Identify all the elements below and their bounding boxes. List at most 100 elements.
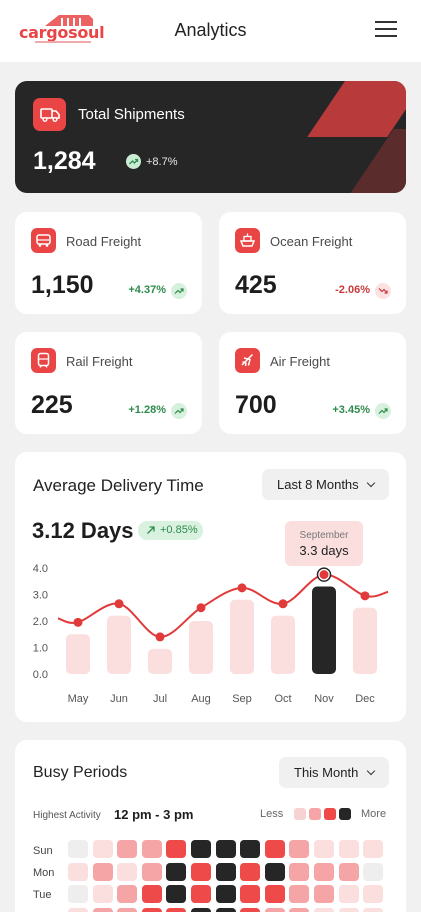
freight-change: -2.06% (335, 284, 370, 296)
heatmap-cell[interactable] (117, 840, 138, 858)
heatmap-cell[interactable] (191, 862, 211, 881)
cargosoul-logo[interactable]: cargosoul (19, 13, 105, 43)
trend-up-icon (171, 403, 187, 419)
ship-icon (235, 228, 260, 253)
heatmap-cell[interactable] (68, 907, 88, 912)
busy-periods-card: Busy Periods This Month Highest Activity… (15, 740, 406, 912)
heatmap-cell[interactable] (92, 907, 113, 912)
heatmap-cell[interactable] (289, 862, 310, 881)
heatmap-cell[interactable] (191, 907, 211, 912)
heatmap-cell[interactable] (314, 840, 334, 858)
plane-icon (235, 348, 260, 373)
heatmap-cell[interactable] (215, 907, 236, 912)
heatmap-cell[interactable] (240, 862, 261, 881)
heatmap-cell[interactable] (92, 840, 113, 858)
rail-freight-card[interactable]: Rail Freight 225 +1.28% (15, 332, 202, 434)
heatmap-cell[interactable] (166, 907, 187, 912)
tooltip-month: September (300, 530, 350, 541)
day-label: Tue (33, 889, 52, 901)
heatmap-cell[interactable] (141, 840, 162, 858)
air-freight-card[interactable]: Air Freight 700 +3.45% (219, 332, 406, 434)
trend-up-icon (171, 283, 187, 299)
road-freight-card[interactable]: Road Freight 1,150 +4.37% (15, 212, 202, 314)
heatmap-cell[interactable] (363, 862, 384, 881)
hamburger-menu-icon[interactable] (375, 21, 397, 39)
chevron-down-icon (366, 766, 376, 776)
heatmap-cell[interactable] (141, 907, 162, 912)
heatmap-cell[interactable] (92, 862, 113, 881)
x-tick-label: Nov (314, 693, 334, 705)
highest-activity-value: 12 pm - 3 pm (114, 807, 194, 822)
period-dropdown-label: This Month (294, 765, 359, 780)
heatmap-cell[interactable] (264, 885, 285, 903)
heatmap-cell[interactable] (363, 840, 384, 858)
average-delivery-card: Average Delivery Time Last 8 Months 3.12… (15, 452, 406, 722)
heatmap-cell[interactable] (240, 907, 261, 912)
heatmap-cell[interactable] (363, 907, 384, 912)
total-shipments-card[interactable]: Total Shipments 1,284 +8.7% (15, 81, 406, 193)
heatmap-cell[interactable] (240, 885, 261, 903)
heatmap-cell[interactable] (363, 885, 384, 903)
ocean-freight-card[interactable]: Ocean Freight 425 -2.06% (219, 212, 406, 314)
decor-stripe (307, 81, 406, 137)
heatmap-cell[interactable] (264, 907, 285, 912)
heatmap-cell[interactable] (141, 885, 162, 903)
heatmap-cell[interactable] (215, 885, 236, 903)
legend-less-label: Less (260, 808, 284, 820)
heatmap-cell[interactable] (289, 840, 310, 858)
line-point (278, 599, 288, 609)
heatmap-cell[interactable] (264, 840, 285, 858)
heatmap-cell[interactable] (141, 862, 162, 881)
total-shipments-value: 1,284 (33, 147, 96, 175)
heatmap-cell[interactable] (338, 840, 359, 858)
y-tick-label: 1.0 (33, 643, 48, 655)
x-tick-label: Aug (191, 693, 211, 705)
logo-text: cargosoul (19, 23, 105, 42)
total-shipments-change: +8.7% (146, 156, 178, 168)
heatmap-cell[interactable] (338, 862, 359, 881)
bar (66, 634, 90, 674)
tooltip-box (285, 521, 363, 566)
heatmap-cell[interactable] (117, 862, 138, 881)
range-dropdown[interactable]: Last 8 Months (262, 469, 389, 500)
top-bar: cargosoul Analytics (0, 0, 421, 62)
heatmap-cell[interactable] (240, 840, 261, 858)
heatmap-cell[interactable] (166, 840, 187, 858)
heatmap-cell[interactable] (117, 885, 138, 903)
heatmap-cell[interactable] (68, 885, 88, 903)
heatmap-cell[interactable] (191, 885, 211, 903)
heatmap-cell[interactable] (92, 885, 113, 903)
heatmap-cell[interactable] (68, 840, 88, 858)
heatmap-cell[interactable] (117, 907, 138, 912)
heatmap-cell[interactable] (314, 907, 334, 912)
freight-value: 425 (235, 271, 277, 299)
heatmap-cell[interactable] (215, 840, 236, 858)
bar (107, 615, 131, 674)
heatmap-cell[interactable] (289, 885, 310, 903)
warehouse-logo-icon (45, 15, 93, 26)
heatmap-cell[interactable] (166, 885, 187, 903)
average-delivery-title: Average Delivery Time (33, 476, 204, 495)
period-dropdown[interactable]: This Month (279, 757, 389, 788)
heatmap-cell[interactable] (338, 907, 359, 912)
highest-activity-label: Highest Activity (33, 810, 101, 821)
total-shipments-label: Total Shipments (78, 106, 185, 123)
line-point (114, 599, 124, 609)
heatmap-cell[interactable] (314, 885, 334, 903)
heatmap-cell[interactable] (68, 862, 88, 881)
line-point-highlight-dot (319, 570, 329, 580)
heatmap-cell[interactable] (191, 840, 211, 858)
x-tick-label: Jul (153, 693, 167, 705)
legend-swatch (294, 808, 306, 820)
heatmap-cell[interactable] (264, 862, 285, 881)
heatmap-cell[interactable] (289, 907, 310, 912)
legend-swatch (324, 808, 336, 820)
bar (189, 621, 213, 674)
freight-value: 225 (31, 391, 73, 419)
heatmap-cell[interactable] (338, 885, 359, 903)
bar-highlight (312, 586, 336, 674)
heatmap-cell[interactable] (314, 862, 334, 881)
heatmap-cell[interactable] (215, 862, 236, 881)
heatmap-cell[interactable] (166, 862, 187, 881)
x-tick-label: Sep (232, 693, 252, 705)
